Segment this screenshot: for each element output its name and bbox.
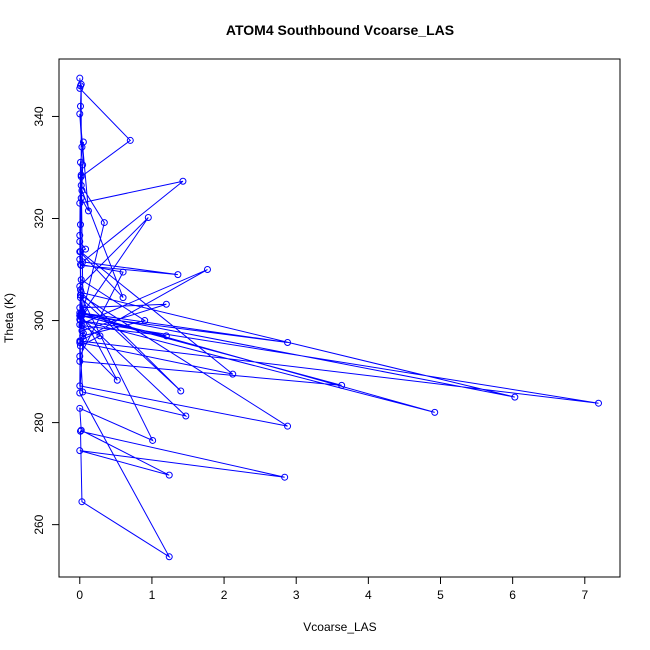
data-point	[77, 80, 85, 88]
data-point	[284, 338, 292, 346]
data-point	[76, 199, 84, 207]
data-point	[431, 408, 439, 416]
x-tick-label: 0	[76, 588, 83, 602]
data-point	[79, 329, 87, 337]
data-point	[511, 393, 519, 401]
data-point	[77, 171, 85, 179]
data-point	[76, 342, 84, 350]
data-point	[76, 84, 84, 92]
data-point	[78, 143, 86, 151]
x-tick-label: 7	[581, 588, 588, 602]
data-point	[76, 304, 84, 312]
data-point	[76, 102, 84, 110]
x-tick-label: 6	[509, 588, 516, 602]
data-point	[78, 322, 86, 330]
data-point	[77, 276, 85, 284]
y-axis-label: Theta (K)	[2, 293, 16, 343]
data-point	[76, 309, 84, 317]
data-point	[76, 317, 84, 325]
data-point	[76, 312, 84, 320]
data-point	[76, 357, 84, 365]
data-point	[76, 427, 84, 435]
data-point	[76, 352, 84, 360]
data-point	[84, 207, 92, 215]
data-point	[76, 248, 84, 256]
y-tick-label: 300	[32, 310, 46, 330]
chart-title: ATOM4 Southbound Vcoarse_LAS	[226, 22, 454, 38]
data-point	[338, 381, 346, 389]
data-point	[76, 294, 84, 302]
data-point	[174, 271, 182, 279]
data-point	[281, 473, 289, 481]
data-point	[76, 158, 84, 166]
y-tick-label: 340	[32, 106, 46, 126]
data-point	[177, 387, 185, 395]
data-point	[149, 436, 157, 444]
data-point	[203, 266, 211, 274]
data-point	[76, 337, 84, 345]
data-point	[79, 138, 87, 146]
y-tick-label: 260	[32, 514, 46, 534]
data-point	[76, 291, 84, 299]
data-point	[100, 219, 108, 227]
y-axis: 260 280 300 320 340	[32, 106, 60, 535]
data-point	[119, 294, 127, 302]
data-point	[76, 260, 84, 268]
data-point	[119, 268, 127, 276]
data-point	[165, 471, 173, 479]
data-point	[182, 412, 190, 420]
data-point	[76, 237, 84, 245]
data-point	[77, 426, 85, 434]
data-point	[179, 177, 187, 185]
data-point	[77, 181, 85, 189]
data-point	[78, 186, 86, 194]
data-point	[76, 316, 84, 324]
data-point	[77, 194, 85, 202]
data-point	[113, 376, 121, 384]
data-point	[78, 498, 86, 506]
data-point	[284, 422, 292, 430]
data-point	[76, 110, 84, 118]
y-tick-label: 320	[32, 208, 46, 228]
data-point	[165, 553, 173, 561]
data-point	[76, 447, 84, 455]
data-point	[76, 221, 84, 229]
data-point	[162, 332, 170, 340]
x-tick-label: 3	[293, 588, 300, 602]
data-point	[76, 389, 84, 397]
data-point	[144, 213, 152, 221]
data-point	[96, 332, 104, 340]
data-point	[76, 382, 84, 390]
data-point	[229, 370, 237, 378]
x-tick-label: 4	[365, 588, 372, 602]
x-tick-label: 5	[437, 588, 444, 602]
data-point	[141, 317, 149, 325]
data-point	[76, 255, 84, 263]
x-axis: 0 1 2 3 4 5 6 7	[76, 576, 588, 602]
x-tick-label: 2	[221, 588, 228, 602]
data-point	[595, 399, 603, 407]
data-point	[162, 300, 170, 308]
x-axis-label: Vcoarse_LAS	[303, 620, 376, 634]
data-point	[76, 404, 84, 412]
series-layer	[76, 74, 603, 561]
x-tick-label: 1	[149, 588, 156, 602]
data-point	[126, 136, 134, 144]
y-tick-label: 280	[32, 412, 46, 432]
series-line	[78, 78, 599, 559]
